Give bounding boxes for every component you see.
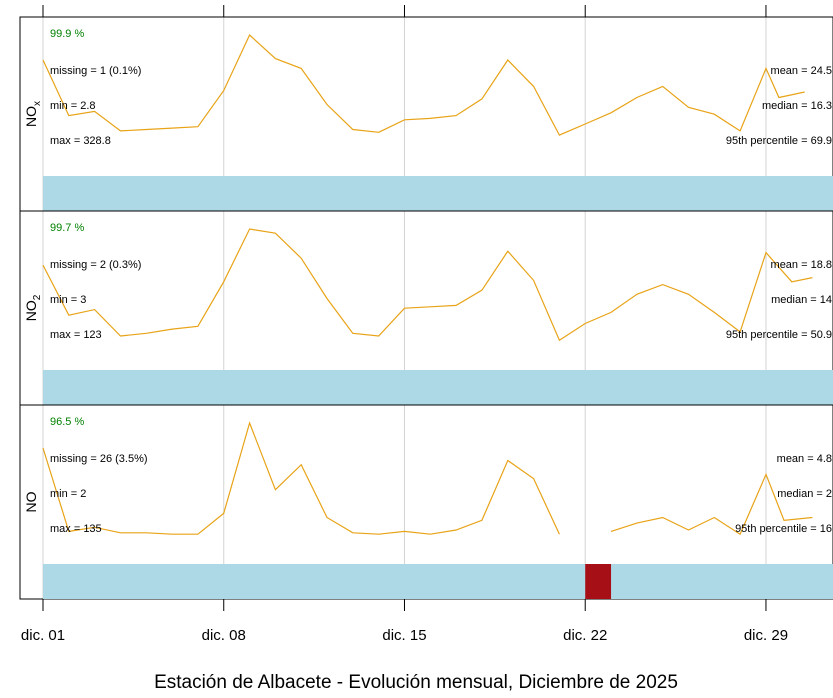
availability-bar — [43, 370, 833, 405]
stat-left: missing = 1 (0.1%) — [50, 65, 141, 77]
panel-percent: 96.5 % — [50, 416, 84, 428]
panel-ylabel: NOx — [23, 101, 43, 127]
stat-right: median = 16.3 — [762, 100, 832, 112]
panel-3: 96.5 % missing = 26 (3.5%) min = 2 max = 13… — [19, 404, 833, 600]
x-tick-label: dic. 08 — [202, 627, 246, 644]
stat-right: 95th percentile = 69.9 — [726, 135, 832, 147]
panel-1: 99.9 % missing = 1 (0.1%) min = 2.8 max = 3… — [19, 16, 833, 212]
series-line — [42, 228, 813, 342]
stat-right: 95th percentile = 50.9 — [726, 329, 832, 341]
stat-left: min = 2.8 — [50, 100, 96, 112]
panel-2: 99.7 % missing = 2 (0.3%) min = 3 max = 123… — [19, 210, 833, 406]
panels-layer: 99.9 % missing = 1 (0.1%) min = 2.8 max = 3… — [19, 16, 833, 600]
stat-left: max = 328.8 — [50, 135, 111, 147]
x-tick-label: dic. 01 — [21, 627, 65, 644]
series-line — [42, 34, 805, 136]
stat-right: mean = 18.8 — [771, 259, 832, 271]
stat-left: max = 123 — [50, 329, 102, 341]
x-axis: dic. 01 dic. 08 dic. 15 dic. 22 dic. 29 — [21, 5, 788, 644]
stat-right: 95th percentile = 16 — [735, 523, 832, 535]
x-tick-label: dic. 22 — [563, 627, 607, 644]
stat-left: max = 135 — [50, 523, 102, 535]
series-line — [42, 421, 560, 535]
chart-title: Estación de Albacete - Evolución mensual… — [154, 672, 678, 693]
panel-percent: 99.9 % — [50, 28, 84, 40]
series-line — [610, 472, 813, 536]
missing-data-bar — [585, 564, 612, 599]
stat-right: median = 14 — [771, 294, 832, 306]
stat-left: min = 2 — [50, 488, 86, 500]
x-tick-label: dic. 15 — [382, 627, 426, 644]
panel-ylabel: NO2 — [23, 294, 43, 321]
stat-left: missing = 2 (0.3%) — [50, 259, 141, 271]
stat-right: mean = 4.8 — [777, 453, 832, 465]
panel-ylabel: NO — [23, 491, 39, 512]
stat-left: min = 3 — [50, 294, 86, 306]
availability-bar — [43, 564, 833, 599]
stat-left: missing = 26 (3.5%) — [50, 453, 148, 465]
panel-percent: 99.7 % — [50, 222, 84, 234]
x-tick-label: dic. 29 — [744, 627, 788, 644]
availability-bar — [43, 176, 833, 211]
stat-right: median = 2 — [777, 488, 832, 500]
stat-right: mean = 24.5 — [771, 65, 832, 77]
